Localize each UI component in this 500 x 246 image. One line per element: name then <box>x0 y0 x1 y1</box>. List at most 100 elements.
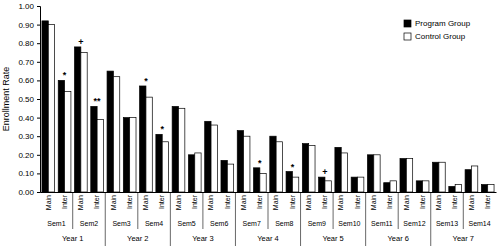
x-tick: Main <box>305 192 312 210</box>
year-label: Year 4 <box>257 234 278 243</box>
x-tick: Inter <box>224 192 231 209</box>
legend-swatch <box>404 20 411 27</box>
bar <box>276 142 282 192</box>
y-tick: 0.30 <box>18 132 40 141</box>
x-tick: Main <box>337 192 344 210</box>
year-label: Year 7 <box>453 234 474 243</box>
x-tick: Main <box>272 192 279 210</box>
group-separators <box>73 192 464 246</box>
x-tick-label: Inter <box>354 194 361 209</box>
bars <box>42 21 494 192</box>
x-tick: Inter <box>354 192 361 209</box>
x-tick: Main <box>45 192 52 210</box>
bar <box>130 118 136 192</box>
bar <box>433 162 439 192</box>
legend-item: Control Group <box>404 32 466 41</box>
x-tick: Main <box>403 192 410 210</box>
legend-label: Control Group <box>415 32 466 41</box>
bar <box>481 185 487 192</box>
semester-label: Sem11 <box>371 220 393 227</box>
x-tick-label: Main <box>468 195 475 210</box>
x-tick-label: Inter <box>61 194 68 209</box>
bar <box>237 131 243 192</box>
bar <box>58 80 64 192</box>
bar <box>48 25 54 192</box>
bar <box>406 159 412 192</box>
semester-label: Sem6 <box>210 220 228 227</box>
y-tick: 0.80 <box>18 39 40 48</box>
semester-label: Sem8 <box>275 220 293 227</box>
x-tick-label: Main <box>207 195 214 210</box>
x-tick-label: Main <box>175 195 182 210</box>
x-tick-label: Inter <box>289 194 296 209</box>
y-tick: 0.70 <box>18 58 40 67</box>
x-tick-label: Main <box>305 195 312 210</box>
bar <box>260 173 266 192</box>
x-tick-label: Main <box>240 195 247 210</box>
x-tick-label: Main <box>110 195 117 210</box>
bar <box>423 181 429 192</box>
bar <box>75 47 81 192</box>
y-tick-label: 0.80 <box>18 39 34 48</box>
year-separator <box>235 229 236 246</box>
year-separator <box>365 229 366 246</box>
x-axis-line <box>41 192 497 193</box>
semester-separator <box>105 192 106 229</box>
bar <box>91 106 97 192</box>
x-tick: Inter <box>386 192 393 209</box>
x-tick-label: Main <box>77 195 84 210</box>
y-tick-label: 0.50 <box>18 95 34 104</box>
y-tick: 0.00 <box>18 188 40 197</box>
semester-label: Sem10 <box>338 220 360 227</box>
y-axis: 0.000.100.200.300.400.500.600.700.800.90… <box>18 2 40 197</box>
y-tick: 0.20 <box>18 151 40 160</box>
y-tick-mark <box>37 173 40 174</box>
bar <box>471 166 477 192</box>
semester-separator <box>333 192 334 229</box>
bar <box>335 147 341 192</box>
x-tick-label: Inter <box>126 194 133 209</box>
x-tick: Inter <box>61 192 68 209</box>
year-label: Year 2 <box>127 234 148 243</box>
x-tick-label: Inter <box>451 194 458 209</box>
bar <box>302 144 308 192</box>
y-tick: 0.10 <box>18 169 40 178</box>
semester-label: Sem14 <box>468 220 490 227</box>
x-tick-label: Inter <box>93 194 100 209</box>
y-tick-mark <box>37 62 40 63</box>
x-tick: Inter <box>484 192 491 209</box>
chart: 0.000.100.200.300.400.500.600.700.800.90… <box>0 0 500 246</box>
year-label: Year 1 <box>62 234 83 243</box>
y-tick-label: 0.40 <box>18 114 34 123</box>
year-label: Year 3 <box>192 234 213 243</box>
y-tick-label: 0.60 <box>18 76 34 85</box>
bar <box>227 164 233 192</box>
bar <box>270 136 276 192</box>
x-tick: Inter <box>126 192 133 209</box>
bar <box>309 146 315 193</box>
x-tick: Main <box>110 192 117 210</box>
bar <box>341 153 347 192</box>
bar <box>146 97 152 192</box>
x-tick: Main <box>240 192 247 210</box>
bar <box>384 183 390 192</box>
x-tick: Main <box>435 192 442 210</box>
year-separator <box>300 229 301 246</box>
y-tick-label: 0.20 <box>18 151 34 160</box>
bar <box>188 155 194 192</box>
x-tick: Inter <box>451 192 458 209</box>
year-separator <box>430 229 431 246</box>
significance-marker: + <box>322 167 327 177</box>
x-tick: Main <box>207 192 214 210</box>
x-tick-label: Inter <box>158 194 165 209</box>
bar <box>416 181 422 192</box>
bar <box>195 153 201 192</box>
significance-marker: ** <box>94 96 102 106</box>
bar <box>439 162 445 192</box>
bar <box>488 185 494 192</box>
x-tick-label: Inter <box>386 194 393 209</box>
x-tick-label: Main <box>45 195 52 210</box>
bar <box>221 160 227 192</box>
x-tick-label: Inter <box>191 194 198 209</box>
y-axis-line <box>37 7 41 193</box>
